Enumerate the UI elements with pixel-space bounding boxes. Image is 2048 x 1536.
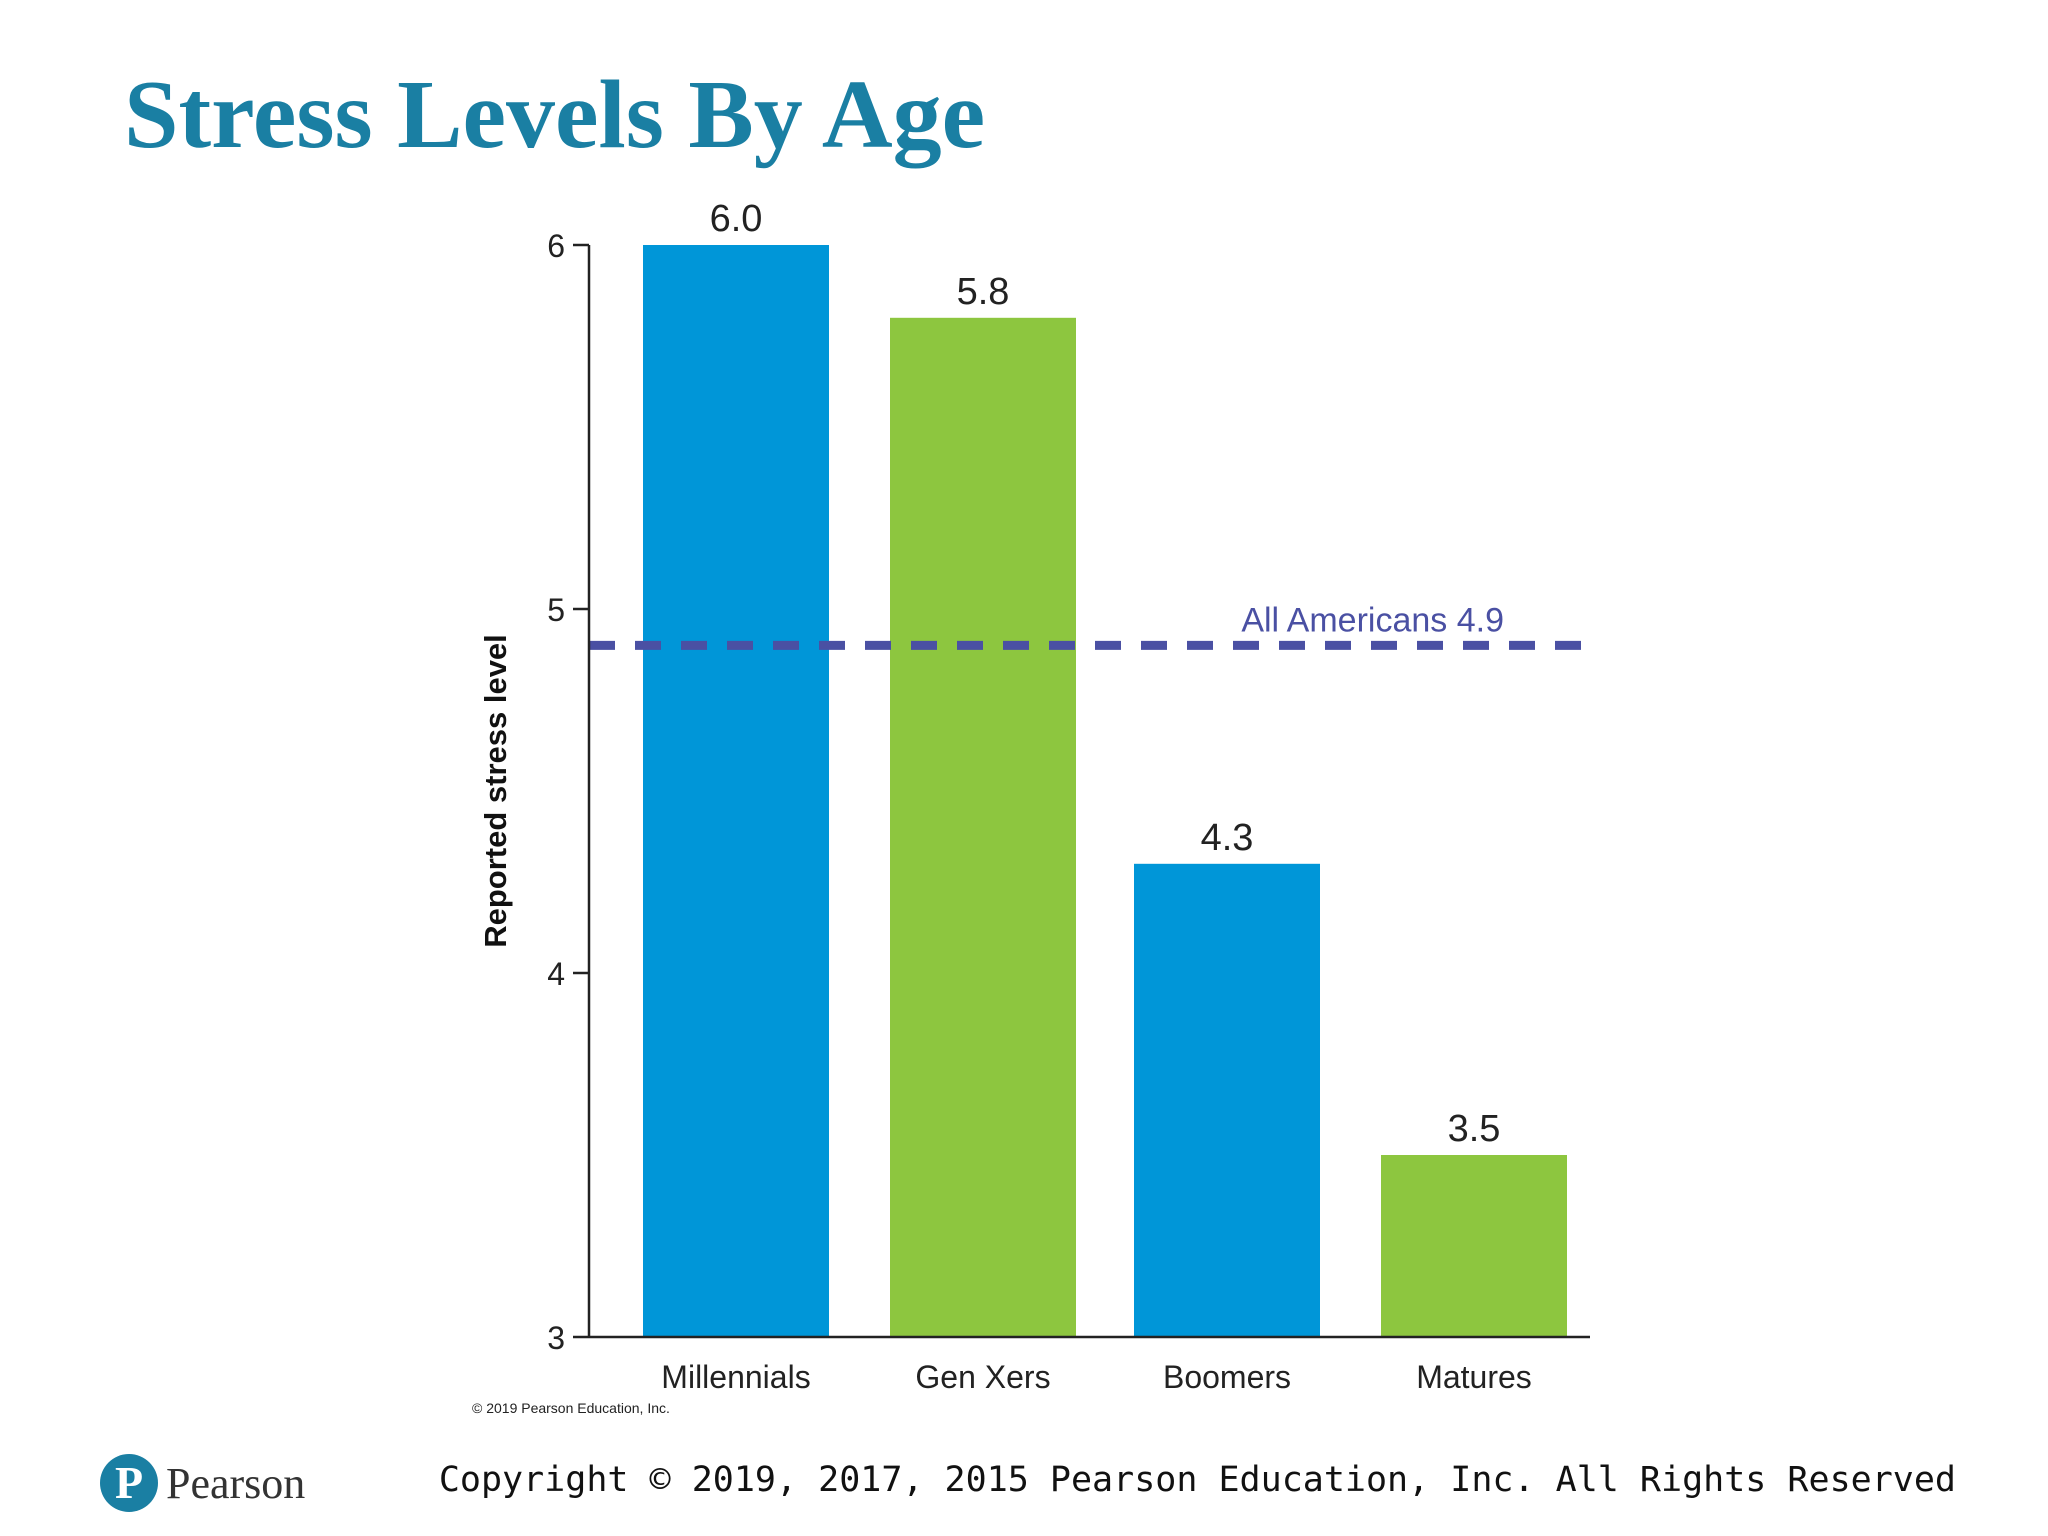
x-tick-label: Millennials — [661, 1359, 810, 1395]
bar-boomers — [1134, 863, 1320, 1337]
slide-title: Stress Levels By Age — [124, 61, 986, 169]
bar-value-label: 6.0 — [710, 198, 763, 240]
bar-value-label: 5.8 — [957, 271, 1010, 313]
bar-matures — [1381, 1155, 1567, 1337]
chart-credit: © 2019 Pearson Education, Inc. — [472, 1400, 670, 1416]
bar-value-label: 4.3 — [1201, 817, 1254, 859]
reference-line-label: All Americans 4.9 — [1241, 601, 1504, 639]
pearson-wordmark: Pearson — [166, 1458, 306, 1508]
y-tick-label: 5 — [547, 592, 565, 628]
y-tick-label: 4 — [547, 956, 565, 992]
y-tick-label: 3 — [547, 1320, 565, 1356]
y-axis-title: Reported stress level — [478, 634, 513, 948]
pearson-logo: P Pearson — [100, 1448, 305, 1518]
y-tick-label: 6 — [547, 228, 565, 264]
x-tick-label: Matures — [1416, 1359, 1532, 1395]
copyright-notice: Copyright © 2019, 2017, 2015 Pearson Edu… — [438, 1460, 1956, 1500]
bar-gen-xers — [890, 317, 1076, 1337]
pearson-p-icon: P — [100, 1454, 158, 1512]
bar-millennials — [643, 245, 829, 1337]
bar-value-label: 3.5 — [1448, 1108, 1501, 1150]
x-tick-label: Boomers — [1163, 1359, 1291, 1395]
x-tick-label: Gen Xers — [915, 1359, 1050, 1395]
